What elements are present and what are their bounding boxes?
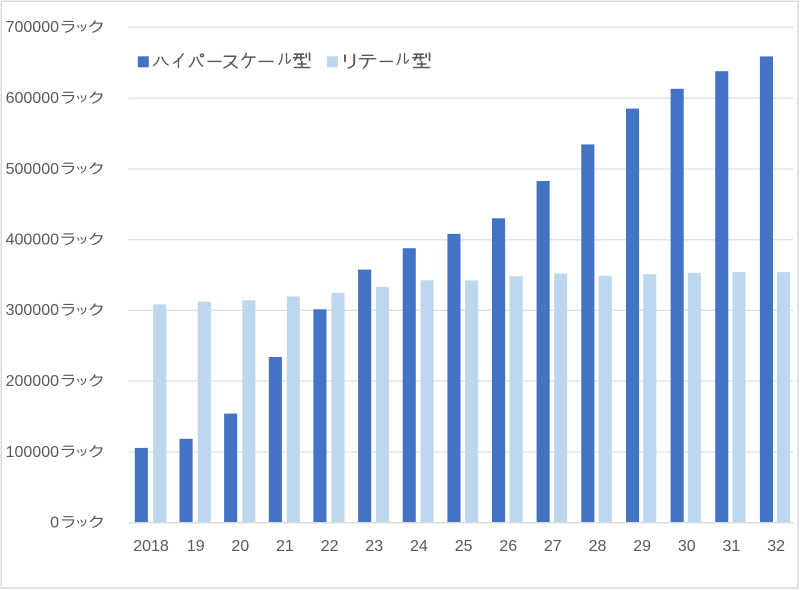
svg-text:700000: 700000 <box>6 19 59 36</box>
svg-text:27: 27 <box>544 538 562 555</box>
svg-text:32: 32 <box>767 538 785 555</box>
svg-text:400000: 400000 <box>6 232 59 249</box>
svg-text:19: 19 <box>187 538 205 555</box>
svg-text:600000: 600000 <box>6 90 59 107</box>
svg-text:21: 21 <box>276 538 294 555</box>
svg-text:28: 28 <box>589 538 607 555</box>
svg-text:31: 31 <box>723 538 741 555</box>
svg-text:29: 29 <box>633 538 651 555</box>
svg-text:24: 24 <box>410 538 428 555</box>
svg-text:20: 20 <box>231 538 249 555</box>
svg-text:200000: 200000 <box>6 373 59 390</box>
svg-text:30: 30 <box>678 538 696 555</box>
svg-text:100000: 100000 <box>6 444 59 461</box>
svg-text:22: 22 <box>321 538 339 555</box>
svg-text:500000: 500000 <box>6 161 59 178</box>
svg-text:23: 23 <box>365 538 383 555</box>
svg-text:26: 26 <box>499 538 517 555</box>
svg-text:300000: 300000 <box>6 302 59 319</box>
svg-text:2018: 2018 <box>133 538 169 555</box>
svg-text:0: 0 <box>50 514 59 531</box>
svg-text:25: 25 <box>455 538 473 555</box>
